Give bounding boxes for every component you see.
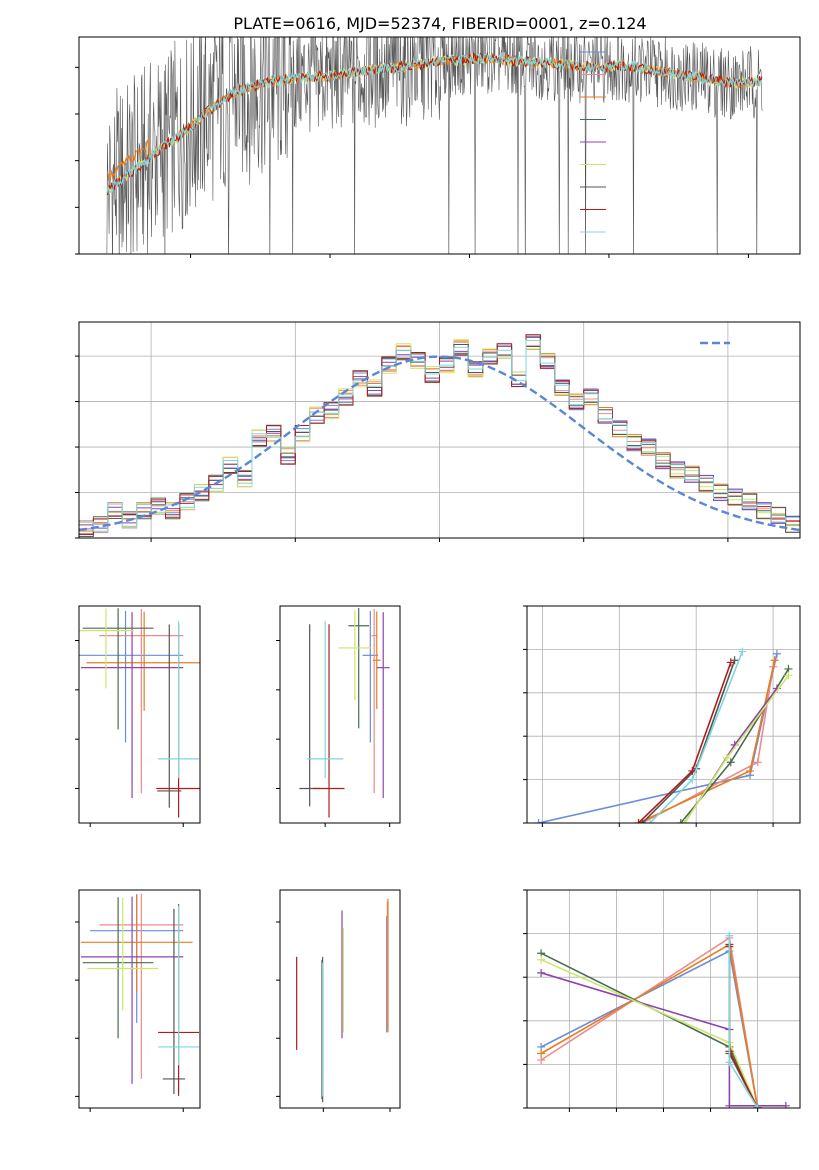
axes-frame [279,889,401,1109]
normal-curve [79,355,800,532]
weight-marker [772,649,781,658]
weight-marker [738,647,747,656]
weight-marker [725,1101,734,1108]
histogram-step [79,339,800,532]
weight-marker [537,955,546,964]
weight-marker [784,671,793,680]
mass_vs_Z-marks [80,893,200,1096]
residuals-marks [79,334,800,537]
weight-marker [753,1104,762,1108]
weight-marker [676,819,685,823]
plot-age_vs_mass [276,640,391,827]
axes-frame [78,605,201,824]
age_vs_mass-marks [299,607,390,818]
weight-marker [688,775,697,784]
weight-marker [537,1049,546,1058]
weight-marker [680,819,689,823]
axes-frame [526,889,801,1109]
weight-marker [646,819,655,823]
weight-marker [537,968,546,977]
weight-marker [722,753,731,762]
weight-marker [726,658,735,667]
age_vs_Z-marks [79,608,200,818]
plot-mass_weight_vs_Z [523,889,800,1112]
mass_vs_EBV-marks [296,898,389,1103]
axes-frame [279,605,401,824]
mass_weight_vs_age-marks [534,647,793,823]
spectrum-model-line [106,53,763,194]
weight-marker [725,1058,734,1067]
weight-marker [746,766,755,775]
weight-line [540,936,759,1108]
weight-marker [725,931,734,940]
weight-marker [753,758,762,767]
weight-marker [534,819,543,823]
plot-spectrum [75,66,749,258]
weight-line [637,662,732,823]
plot-age_vs_Z [75,640,184,827]
axes-frame [78,36,801,255]
spectrum-marks [106,37,763,254]
weight-marker [781,1101,790,1108]
spectrum-data-line [106,37,763,254]
mass_weight_vs_Z-marks [537,931,790,1108]
axes-frame [78,321,801,539]
plot-mass_vs_EBV [276,921,391,1112]
figure-title: PLATE=0616, MJD=52374, FIBERID=0001, z=0… [233,14,646,33]
axes-frame [78,889,201,1109]
weight-marker [770,656,779,665]
weight-marker [634,819,643,823]
weight-marker [726,758,735,767]
axes-frame [526,605,801,824]
plot-mass_vs_Z [75,921,184,1112]
